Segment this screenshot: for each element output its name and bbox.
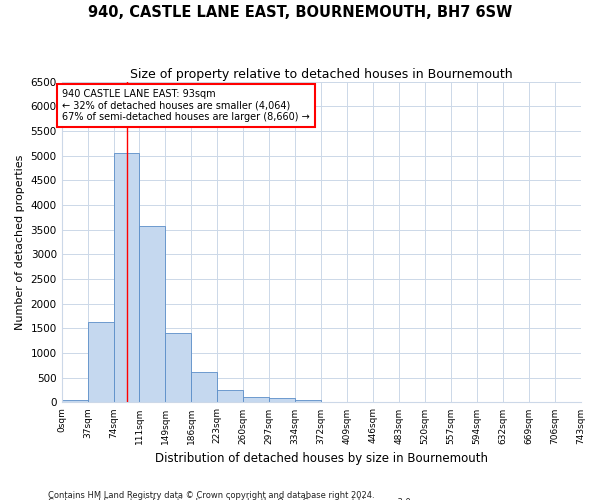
Bar [243,396,269,402]
Text: Contains public sector information licensed under the Open Government Licence v3: Contains public sector information licen… [48,498,413,500]
Bar [88,322,113,402]
Text: Contains HM Land Registry data © Crown copyright and database right 2024.: Contains HM Land Registry data © Crown c… [48,490,374,500]
Bar [217,390,243,402]
Bar [166,334,191,402]
X-axis label: Distribution of detached houses by size in Bournemouth: Distribution of detached houses by size … [155,452,488,465]
Bar [295,400,321,402]
Bar [269,398,295,402]
Title: Size of property relative to detached houses in Bournemouth: Size of property relative to detached ho… [130,68,512,80]
Bar [113,152,139,402]
Bar [62,400,88,402]
Bar [191,372,217,402]
Text: 940 CASTLE LANE EAST: 93sqm
← 32% of detached houses are smaller (4,064)
67% of : 940 CASTLE LANE EAST: 93sqm ← 32% of det… [62,89,310,122]
Y-axis label: Number of detached properties: Number of detached properties [15,154,25,330]
Bar [139,226,166,402]
Text: 940, CASTLE LANE EAST, BOURNEMOUTH, BH7 6SW: 940, CASTLE LANE EAST, BOURNEMOUTH, BH7 … [88,5,512,20]
